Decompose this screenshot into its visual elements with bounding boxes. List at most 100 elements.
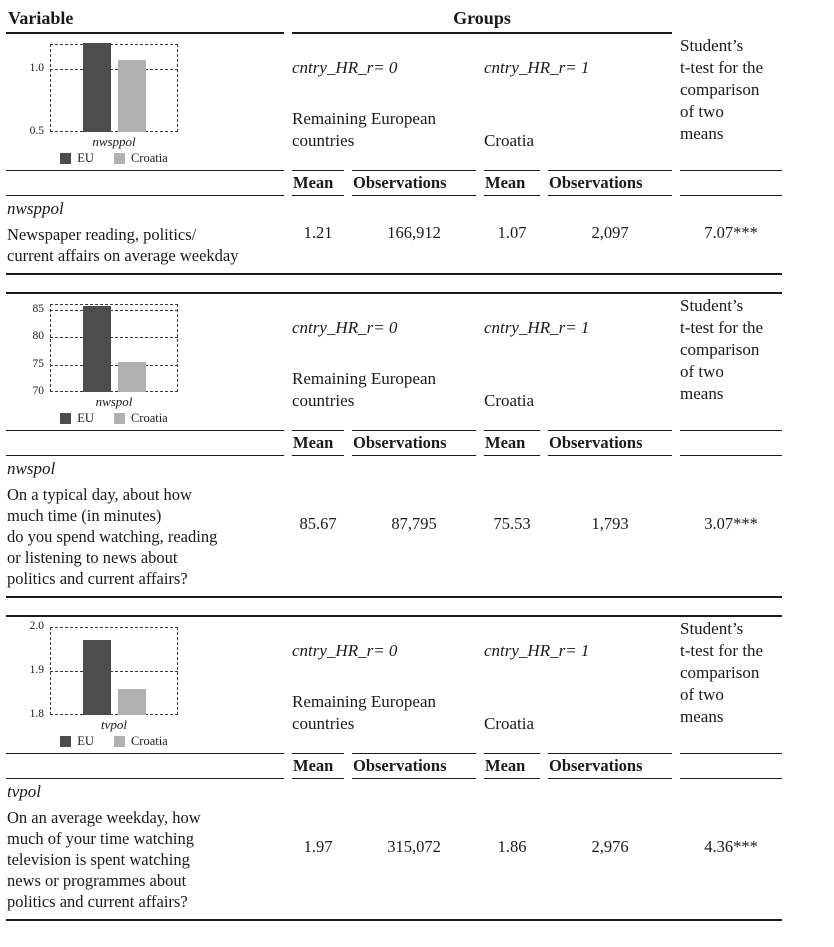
observations-header: Observations xyxy=(352,170,476,196)
section-top-area: 0.5 1.0 nwsppol EU Croatia cntry_HR_r= 0 Rem… xyxy=(6,34,782,168)
stats-header-row: Mean Observations Mean Observations xyxy=(6,753,782,779)
variable-description: On an average weekday, how much of your t… xyxy=(7,807,284,912)
text-line: means xyxy=(680,384,724,403)
mean-eu-value: 1.21 xyxy=(303,222,333,242)
bar-chart-nwsppol: 0.5 1.0 nwsppol EU Croatia xyxy=(6,38,224,168)
ttest-description: Student’s t-test for the comparison of two m… xyxy=(680,294,782,428)
chart-plot-area xyxy=(50,304,178,392)
mean-croatia-value: 1.86 xyxy=(497,837,527,856)
text-line: On a typical day, about how xyxy=(7,485,192,504)
stats-header-row: Mean Observations Mean Observations xyxy=(6,170,782,196)
group-croatia: cntry_HR_r= 1 Croatia xyxy=(484,617,672,735)
text-line: countries xyxy=(292,714,355,733)
section-nwsppol: 0.5 1.0 nwsppol EU Croatia cntry_HR_r= 0 Rem… xyxy=(6,34,834,275)
text-line: countries xyxy=(292,131,355,150)
section-top-rule xyxy=(6,292,782,294)
observations-croatia-value: 1,793 xyxy=(591,514,629,533)
text-line: television is spent watching xyxy=(7,850,190,869)
chart-gridline xyxy=(50,671,178,672)
text-line: current affairs on average weekday xyxy=(7,246,239,265)
text-line: much of your time watching xyxy=(7,829,194,848)
observations-header: Observations xyxy=(548,430,672,456)
mean-croatia-value: 75.53 xyxy=(493,514,531,533)
chart-gridline xyxy=(50,337,178,338)
text-line: politics and current affairs? xyxy=(7,569,188,588)
text-line: comparison xyxy=(680,80,760,99)
ttest-value: 3.07*** xyxy=(704,514,758,533)
section-top-area: 70 75 80 85 nwspol EU Croatia cntry_HR_r= 0 Re… xyxy=(6,294,782,428)
group-name: Croatia xyxy=(484,713,672,735)
blank-header-cell xyxy=(6,753,284,779)
legend-swatch-icon xyxy=(60,153,72,164)
y-axis-tick-label: 1.9 xyxy=(29,664,44,676)
bar-croatia xyxy=(118,60,146,132)
chart-plot-area xyxy=(50,44,178,132)
bar-croatia xyxy=(118,688,146,715)
group-variable-label: cntry_HR_r= 1 xyxy=(484,58,590,77)
chart-legend: EU Croatia xyxy=(6,151,222,166)
chart-gridline xyxy=(50,69,178,71)
legend-item-croatia: Croatia xyxy=(113,734,168,749)
text-line: Croatia xyxy=(484,391,535,410)
ttest-value: 7.07*** xyxy=(704,222,758,242)
group-croatia: cntry_HR_r= 1 Croatia xyxy=(484,34,672,152)
variable-description: On a typical day, about how much time (in… xyxy=(7,484,284,589)
group-variable-label: cntry_HR_r= 0 xyxy=(292,641,398,660)
y-axis-tick-label: 70 xyxy=(32,385,45,397)
y-axis-tick-label: 2.0 xyxy=(29,620,44,632)
y-axis-tick-label: 80 xyxy=(32,330,45,342)
chart-x-label: tvpol xyxy=(101,717,127,732)
section-tvpol: 1.8 1.9 2.0 tvpol EU Croatia cntry_HR_r= 0 Re… xyxy=(6,615,834,921)
mean-header: Mean xyxy=(484,170,540,196)
text-line: Student’s xyxy=(680,619,744,638)
table-header-row: Variable Groups xyxy=(6,8,782,34)
blank-header-cell xyxy=(6,430,284,456)
group-variable-label: cntry_HR_r= 0 xyxy=(292,58,398,77)
group-name: Croatia xyxy=(484,390,672,412)
text-line: countries xyxy=(292,391,355,410)
legend-swatch-icon xyxy=(113,413,125,424)
section-bottom-rule xyxy=(6,273,782,275)
legend-label: EU xyxy=(77,151,94,165)
observations-eu-value: 166,912 xyxy=(387,222,441,242)
text-line: t-test for the xyxy=(680,58,764,77)
variable-column-header: Variable xyxy=(6,8,284,34)
text-line: Remaining European xyxy=(292,692,436,711)
ttest-description: Student’s t-test for the comparison of two m… xyxy=(680,617,782,751)
text-line: means xyxy=(680,124,724,143)
legend-label: EU xyxy=(77,734,94,748)
data-row: tvpol On an average weekday, how much of … xyxy=(6,779,782,919)
mean-eu-value: 85.67 xyxy=(299,514,337,533)
text-line: news or programmes about xyxy=(7,871,187,890)
legend-label: Croatia xyxy=(130,411,168,425)
observations-croatia-value: 2,097 xyxy=(591,222,629,242)
bar-croatia xyxy=(118,361,146,392)
bar-chart-nwspol: 70 75 80 85 nwspol EU Croatia xyxy=(6,298,224,428)
variable-name: nwspol xyxy=(7,459,56,478)
bar-eu xyxy=(83,42,111,132)
group-croatia: cntry_HR_r= 1 Croatia xyxy=(484,294,672,412)
section-nwspol: 70 75 80 85 nwspol EU Croatia cntry_HR_r= 0 Re… xyxy=(6,292,834,598)
text-line: of two xyxy=(680,362,724,381)
group-variable-label: cntry_HR_r= 1 xyxy=(484,641,590,660)
legend-item-eu: EU xyxy=(60,734,94,749)
legend-label: Croatia xyxy=(130,734,168,748)
ttest-value: 4.36*** xyxy=(704,837,758,856)
chart-legend: EU Croatia xyxy=(6,734,222,749)
stats-header-row: Mean Observations Mean Observations xyxy=(6,430,782,456)
legend-swatch-icon xyxy=(113,153,125,164)
text-line: or listening to news about xyxy=(7,548,178,567)
y-axis-tick-label: 1.8 xyxy=(29,708,44,720)
group-remaining-eu: cntry_HR_r= 0 Remaining European countrie… xyxy=(292,34,476,152)
observations-header: Observations xyxy=(352,430,476,456)
mean-header: Mean xyxy=(292,753,344,779)
observations-header: Observations xyxy=(352,753,476,779)
mean-header: Mean xyxy=(484,430,540,456)
text-line: Remaining European xyxy=(292,369,436,388)
group-variable-label: cntry_HR_r= 1 xyxy=(484,318,590,337)
legend-swatch-icon xyxy=(113,736,125,747)
text-line: Student’s xyxy=(680,36,744,55)
blank-header-cell xyxy=(680,753,782,779)
data-row: nwspol On a typical day, about how much t… xyxy=(6,456,782,596)
